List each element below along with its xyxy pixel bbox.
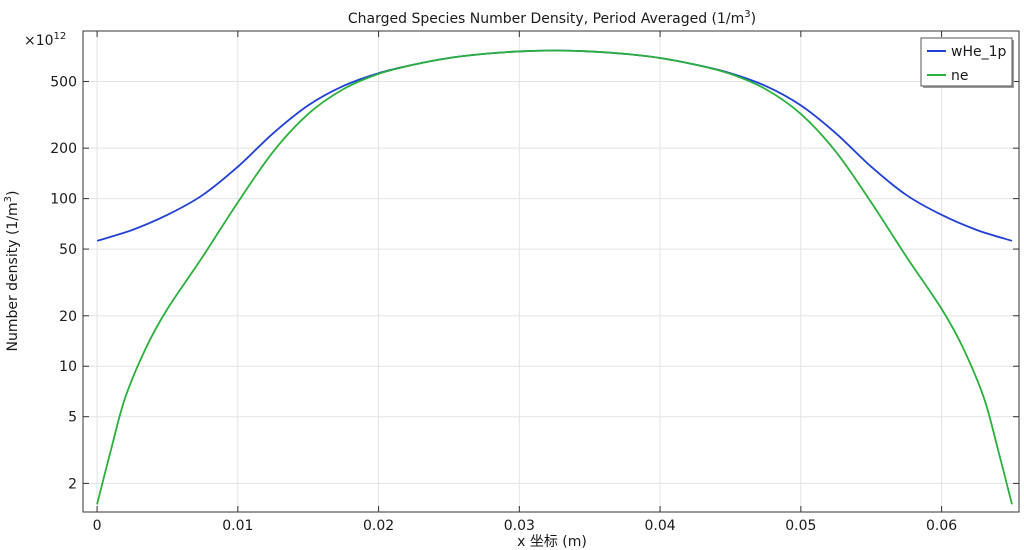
y-axis-multiplier: ×1012: [24, 31, 66, 49]
series-line-wHe_1p: [96, 49, 1013, 242]
legend-label: wHe_1p: [951, 44, 1006, 60]
x-tick-label: 0.06: [926, 518, 957, 534]
chart-title-end: ): [751, 11, 756, 27]
y-tick-label: 100: [50, 192, 77, 208]
y-axis-label-end: ): [5, 190, 21, 195]
y-axis-label-text: Number density (1/m: [5, 202, 21, 351]
y-axis-ticks: 2 5 10 20 50 100 200 500: [50, 74, 1019, 492]
y-multiplier-exp: 12: [54, 31, 67, 42]
y-tick-label: 5: [68, 410, 77, 426]
x-tick-label: 0: [93, 518, 102, 534]
y-tick-label: 200: [50, 141, 77, 157]
chart-title: Charged Species Number Density, Period A…: [348, 9, 756, 27]
y-tick-label: 20: [59, 309, 77, 325]
y-axis-label-sup: 3: [3, 196, 14, 202]
grid: [83, 31, 1019, 512]
chart-title-sup: 3: [744, 9, 750, 20]
legend-box: [920, 37, 1013, 87]
x-tick-label: 0.03: [504, 518, 535, 534]
x-axis-label: x 坐标 (m): [517, 534, 587, 550]
x-tick-label: 0.04: [644, 518, 675, 534]
x-tick-label: 0.02: [363, 518, 394, 534]
chart-title-text: Charged Species Number Density, Period A…: [348, 11, 744, 27]
series-layer: [96, 49, 1013, 505]
legend-label: ne: [951, 68, 969, 84]
y-tick-label: 500: [50, 74, 77, 90]
y-multiplier-base: ×10: [24, 33, 54, 49]
series-line-ne: [96, 49, 1013, 505]
y-tick-label: 10: [59, 359, 77, 375]
y-tick-label: 50: [59, 242, 77, 258]
x-tick-label: 0.01: [222, 518, 253, 534]
y-tick-label: 2: [68, 476, 77, 492]
plot-frame: [82, 30, 1020, 513]
y-axis-label: Number density (1/m3): [3, 190, 21, 351]
x-axis-ticks: 0 0.01 0.02 0.03 0.04 0.05 0.06: [93, 31, 957, 534]
x-tick-label: 0.05: [785, 518, 816, 534]
